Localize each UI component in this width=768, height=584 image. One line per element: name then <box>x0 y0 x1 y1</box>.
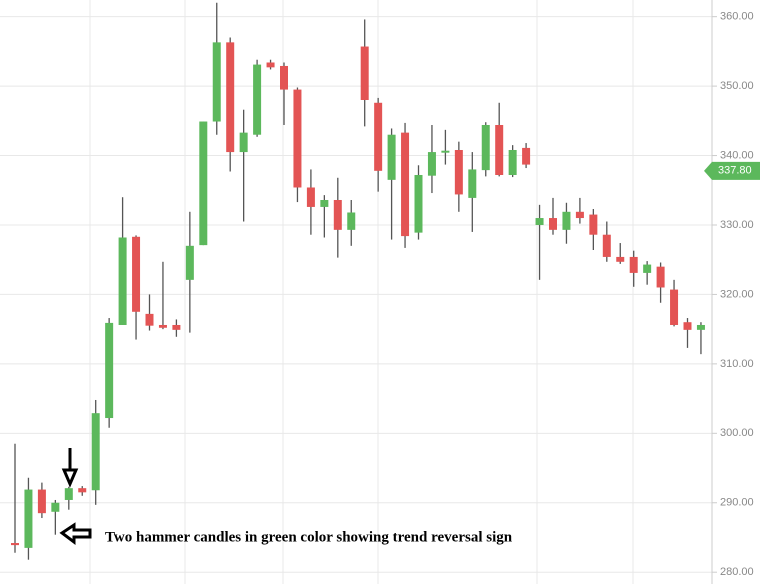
candle-body <box>401 132 410 237</box>
candle-body <box>495 124 504 175</box>
candle-body <box>629 256 638 273</box>
candle-body <box>374 102 383 171</box>
candle-body <box>616 256 625 262</box>
candle-body <box>454 149 463 195</box>
candle-body <box>199 121 208 246</box>
candle-body <box>441 150 450 153</box>
candle-body <box>656 266 665 288</box>
down-arrow <box>61 448 79 488</box>
candle-body <box>91 413 100 491</box>
candle-body <box>589 214 598 235</box>
candle-body <box>226 42 235 153</box>
annotation: Two hammer candles in green color showin… <box>105 529 513 545</box>
candle-body <box>427 152 436 176</box>
candle-body <box>78 488 87 493</box>
last-price-label: 337.80 <box>718 165 752 177</box>
candle-body <box>670 289 679 325</box>
candle-body <box>522 147 531 165</box>
candle-body <box>51 502 60 512</box>
y-tick-label: 360.00 <box>720 11 754 23</box>
marks <box>0 2 712 573</box>
candle-body <box>37 489 46 514</box>
candle-body <box>333 199 342 230</box>
y-tick-label: 340.00 <box>720 149 754 161</box>
y-tick-label: 320.00 <box>720 288 754 300</box>
candle-body <box>64 488 73 500</box>
candle-body <box>280 65 288 90</box>
y-tick-label: 300.00 <box>720 427 754 439</box>
candle-body <box>683 322 692 330</box>
candle-body <box>696 324 705 330</box>
candle-body <box>387 134 396 180</box>
candle-body <box>293 89 302 188</box>
candle-body <box>158 324 167 328</box>
last-price-tag <box>704 161 760 180</box>
candle-body <box>132 236 141 312</box>
candle-body <box>239 132 248 153</box>
candle-body <box>253 64 262 135</box>
candle-body <box>562 211 571 230</box>
y-tick-label: 330.00 <box>720 219 754 231</box>
candle-body <box>414 174 423 233</box>
y-tick-label: 280.00 <box>720 566 754 578</box>
candle-body <box>468 169 477 198</box>
candle-body <box>185 245 194 280</box>
candle-body <box>602 234 611 257</box>
y-tick-label: 290.00 <box>720 497 754 509</box>
candle-body <box>24 489 33 548</box>
candle-body <box>118 237 127 325</box>
y-tick-label: 350.00 <box>720 80 754 92</box>
candle-body <box>549 218 557 230</box>
candle-body <box>347 212 356 230</box>
candle-body <box>360 46 369 100</box>
candle-body <box>643 264 652 273</box>
candle-body <box>306 187 315 207</box>
candle-body <box>105 322 114 419</box>
candle-body <box>266 62 275 68</box>
candle-body <box>535 218 544 225</box>
candle-body <box>481 124 490 171</box>
candle-body <box>145 313 154 326</box>
y-tick-label: 310.00 <box>720 358 754 370</box>
candle-body <box>575 211 584 219</box>
candle-body <box>508 149 517 175</box>
candle-body <box>320 199 329 207</box>
candle-body <box>212 42 221 122</box>
candle-body <box>172 324 181 330</box>
left-arrow <box>59 522 92 545</box>
candle-body <box>11 543 19 546</box>
